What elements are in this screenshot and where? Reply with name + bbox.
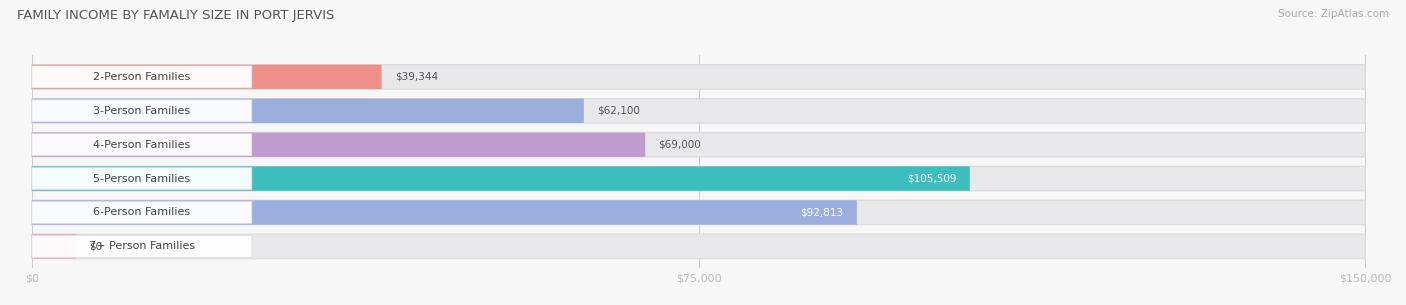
FancyBboxPatch shape — [32, 200, 856, 225]
FancyBboxPatch shape — [32, 167, 970, 191]
FancyBboxPatch shape — [32, 99, 1365, 123]
Text: $0: $0 — [90, 241, 103, 251]
FancyBboxPatch shape — [32, 132, 645, 157]
FancyBboxPatch shape — [32, 202, 252, 224]
FancyBboxPatch shape — [32, 200, 1365, 225]
Text: $69,000: $69,000 — [658, 140, 702, 150]
FancyBboxPatch shape — [32, 100, 252, 122]
FancyBboxPatch shape — [32, 134, 252, 156]
Text: 3-Person Families: 3-Person Families — [93, 106, 190, 116]
Text: 7+ Person Families: 7+ Person Families — [89, 241, 195, 251]
Text: Source: ZipAtlas.com: Source: ZipAtlas.com — [1278, 9, 1389, 19]
Text: 5-Person Families: 5-Person Families — [93, 174, 190, 184]
FancyBboxPatch shape — [32, 99, 583, 123]
FancyBboxPatch shape — [32, 66, 252, 88]
FancyBboxPatch shape — [32, 167, 252, 190]
FancyBboxPatch shape — [32, 235, 252, 257]
Text: $105,509: $105,509 — [907, 174, 956, 184]
FancyBboxPatch shape — [32, 65, 1365, 89]
FancyBboxPatch shape — [32, 65, 381, 89]
Text: $92,813: $92,813 — [800, 207, 844, 217]
Text: $39,344: $39,344 — [395, 72, 439, 82]
Text: 4-Person Families: 4-Person Families — [93, 140, 190, 150]
FancyBboxPatch shape — [32, 234, 76, 259]
Text: 6-Person Families: 6-Person Families — [93, 207, 190, 217]
FancyBboxPatch shape — [32, 234, 1365, 259]
FancyBboxPatch shape — [32, 132, 1365, 157]
Text: FAMILY INCOME BY FAMALIY SIZE IN PORT JERVIS: FAMILY INCOME BY FAMALIY SIZE IN PORT JE… — [17, 9, 335, 22]
FancyBboxPatch shape — [32, 167, 1365, 191]
Text: 2-Person Families: 2-Person Families — [93, 72, 190, 82]
Text: $62,100: $62,100 — [598, 106, 640, 116]
